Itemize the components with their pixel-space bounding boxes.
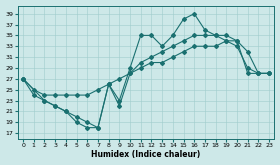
X-axis label: Humidex (Indice chaleur): Humidex (Indice chaleur) — [92, 150, 201, 159]
